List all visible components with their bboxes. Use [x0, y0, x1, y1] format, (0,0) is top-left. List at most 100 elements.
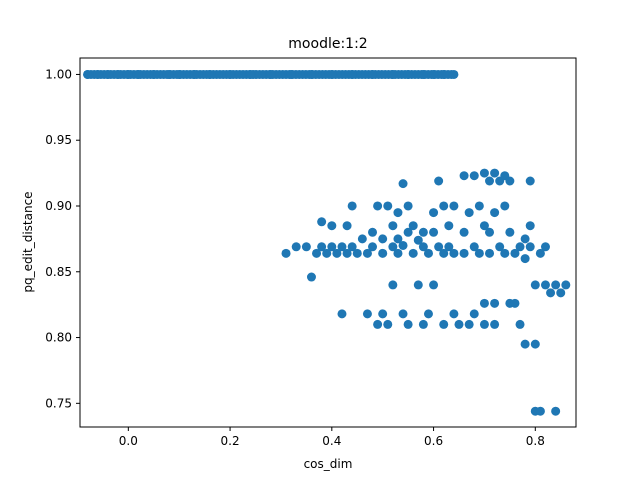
chart-title: moodle:1:2: [288, 36, 367, 52]
scatter-point: [388, 221, 398, 231]
scatter-point: [378, 234, 388, 244]
scatter-point: [485, 227, 495, 237]
scatter-point: [479, 319, 489, 329]
scatter-point: [474, 201, 484, 211]
scatter-point: [378, 248, 388, 258]
scatter-point: [515, 319, 525, 329]
scatter-point: [281, 248, 291, 258]
scatter-point: [469, 171, 479, 181]
scatter-point: [510, 298, 520, 308]
scatter-point: [490, 298, 500, 308]
scatter-point: [174, 69, 184, 79]
scatter-point: [449, 201, 459, 211]
scatter-point: [134, 69, 143, 79]
scatter-point: [408, 248, 418, 258]
scatter-point: [342, 248, 352, 258]
scatter-point: [429, 69, 439, 79]
scatter-point: [418, 319, 428, 329]
scatter-point: [393, 248, 403, 258]
plot-frame: [79, 57, 577, 428]
scatter-point: [205, 69, 215, 79]
scatter-point: [530, 280, 540, 290]
scatter-point: [189, 69, 199, 79]
scatter-point: [312, 248, 322, 258]
scatter-point: [434, 176, 444, 186]
scatter-point: [485, 248, 495, 258]
scatter-point: [352, 248, 362, 258]
scatter-point: [347, 242, 357, 252]
scatter-point: [332, 248, 342, 258]
scatter-point: [322, 248, 332, 258]
scatter-point: [469, 242, 479, 252]
scatter-point: [403, 201, 413, 211]
scatter-point: [388, 280, 398, 290]
scatter-point: [418, 69, 428, 79]
scatter-point: [485, 176, 495, 186]
scatter-point: [490, 319, 500, 329]
scatter-point: [393, 208, 403, 218]
x-tick-label: 0.8: [526, 434, 545, 448]
scatter-point: [403, 319, 413, 329]
scatter-point: [561, 280, 571, 290]
scatter-point: [362, 248, 372, 258]
scatter-point: [286, 69, 296, 79]
scatter-point: [337, 242, 347, 252]
scatter-point: [429, 227, 439, 237]
scatter-point: [525, 242, 535, 252]
scatter-point: [449, 309, 459, 319]
scatter-point: [505, 176, 515, 186]
scatter-point: [535, 406, 545, 416]
scatter-point: [418, 227, 428, 237]
scatter-point: [306, 69, 316, 79]
scatter-point: [444, 221, 454, 231]
scatter-point: [520, 234, 530, 244]
scatter-point: [398, 240, 408, 250]
scatter-point: [301, 242, 311, 252]
y-tick-label: 0.80: [45, 331, 72, 345]
scatter-point: [449, 248, 459, 258]
scatter-point: [520, 339, 530, 349]
scatter-point: [403, 227, 413, 237]
scatter-point: [495, 242, 505, 252]
scatter-point: [505, 227, 515, 237]
scatter-point: [510, 248, 520, 258]
scatter-point: [347, 201, 357, 211]
x-axis-ticks: 0.0 0.2 0.4 0.6 0.8: [119, 427, 545, 448]
scatter-point: [525, 221, 535, 231]
y-tick-label: 0.90: [45, 199, 72, 213]
scatter-point: [474, 248, 484, 258]
x-tick-label: 0.2: [221, 434, 240, 448]
scatter-point: [439, 201, 449, 211]
scatter-point: [413, 280, 423, 290]
scatter-point: [123, 69, 133, 79]
scatter-point: [357, 234, 367, 244]
y-tick-label: 1.00: [45, 67, 72, 81]
scatter-point: [337, 309, 347, 319]
scatter-point: [383, 319, 393, 329]
scatter-point: [149, 69, 159, 79]
scatter-point: [291, 242, 301, 252]
scatter-point: [327, 221, 337, 231]
scatter-point: [398, 309, 408, 319]
scatter-point: [93, 69, 103, 79]
scatter-point: [317, 242, 327, 252]
scatter-point: [398, 179, 408, 189]
scatter-point: [479, 298, 489, 308]
scatter-point: [378, 309, 388, 319]
scatter-point: [449, 69, 459, 79]
scatter-point: [464, 319, 474, 329]
scatter-point: [439, 248, 449, 258]
scatter-point: [403, 69, 413, 79]
x-tick-label: 0.4: [322, 434, 341, 448]
scatter-point: [113, 69, 123, 79]
scatter-point: [327, 242, 337, 252]
scatter-point: [393, 234, 403, 244]
scatter-point: [490, 208, 500, 218]
scatter-point: [164, 69, 174, 79]
scatter-point: [459, 227, 469, 237]
scatter-point: [551, 406, 561, 416]
scatter-point: [520, 254, 530, 264]
scatter-point: [546, 288, 556, 298]
scatter-point: [423, 248, 433, 258]
